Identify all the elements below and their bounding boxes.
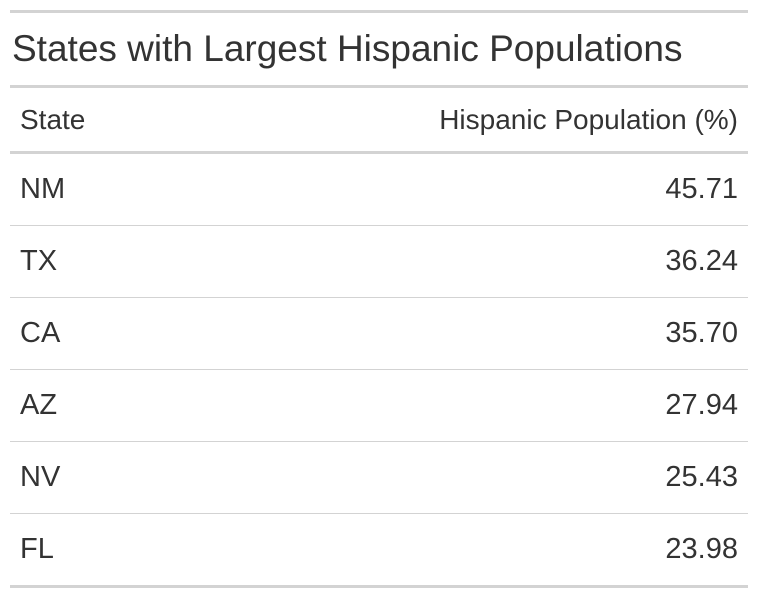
table-row: FL 23.98 (10, 514, 748, 585)
table-title: States with Largest Hispanic Populations (12, 28, 683, 69)
state-cell: TX (20, 245, 58, 277)
hispanic-population-cell: 36.24 (665, 245, 738, 277)
table-body: NM 45.71 TX 36.24 CA 35.70 AZ 27.94 NV 25.43 FL 23.… (10, 154, 748, 585)
header-bottom-rule (10, 151, 748, 154)
table-row: CA 35.70 (10, 298, 748, 370)
hispanic-population-cell: 45.71 (665, 173, 738, 205)
state-cell: NV (20, 461, 61, 493)
table-row: AZ 27.94 (10, 370, 748, 442)
hispanic-population-cell: 23.98 (665, 533, 738, 565)
header-top-rule (10, 85, 748, 88)
top-rule (10, 10, 748, 13)
state-cell: NM (20, 173, 66, 205)
state-cell: CA (20, 317, 61, 349)
column-header-hispanic-population: Hispanic Population (%) (439, 103, 738, 135)
table-header-row: State Hispanic Population (%) (10, 88, 748, 151)
hispanic-population-cell: 25.43 (665, 461, 738, 493)
table-row: NV 25.43 (10, 442, 748, 514)
state-cell: AZ (20, 389, 58, 421)
table-row: TX 36.24 (10, 226, 748, 298)
data-table: States with Largest Hispanic Populations… (10, 10, 748, 588)
state-cell: FL (20, 533, 54, 565)
column-header-state: State (20, 103, 86, 135)
bottom-rule (10, 585, 748, 588)
table-row: NM 45.71 (10, 154, 748, 226)
hispanic-population-cell: 27.94 (665, 389, 738, 421)
hispanic-population-cell: 35.70 (665, 317, 738, 349)
